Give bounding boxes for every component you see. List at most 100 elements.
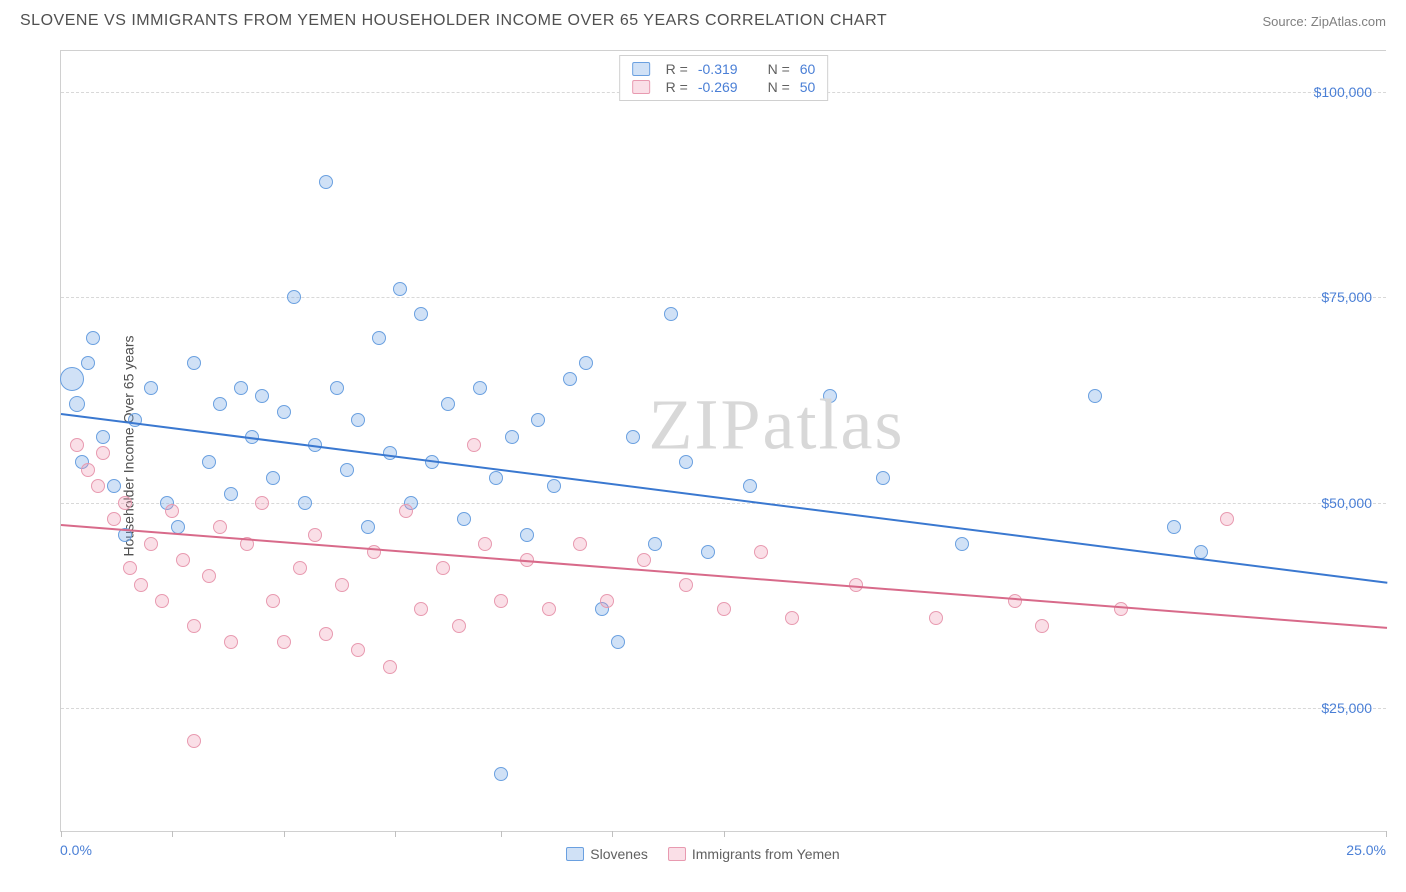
correlation-stats-box: R =-0.319N =60R =-0.269N =50 xyxy=(619,55,829,101)
data-point xyxy=(701,545,715,559)
data-point xyxy=(505,430,519,444)
data-point xyxy=(118,496,132,510)
x-tick-mark xyxy=(724,831,725,837)
data-point xyxy=(187,734,201,748)
data-point xyxy=(876,471,890,485)
data-point xyxy=(679,455,693,469)
data-point xyxy=(717,602,731,616)
legend-swatch xyxy=(566,847,584,861)
gridline xyxy=(61,708,1386,709)
data-point xyxy=(293,561,307,575)
data-point xyxy=(1088,389,1102,403)
x-tick-mark xyxy=(612,831,613,837)
data-point xyxy=(457,512,471,526)
data-point xyxy=(134,578,148,592)
data-point xyxy=(600,594,614,608)
data-point xyxy=(542,602,556,616)
r-label: R = xyxy=(666,61,688,77)
x-tick-mark xyxy=(501,831,502,837)
data-point xyxy=(1220,512,1234,526)
data-point xyxy=(277,405,291,419)
data-point xyxy=(743,479,757,493)
data-point xyxy=(383,660,397,674)
data-point xyxy=(955,537,969,551)
data-point xyxy=(266,594,280,608)
x-tick-mark xyxy=(61,831,62,837)
data-point xyxy=(107,512,121,526)
data-point xyxy=(234,381,248,395)
data-point xyxy=(81,463,95,477)
data-point xyxy=(563,372,577,386)
data-point xyxy=(351,413,365,427)
data-point xyxy=(176,553,190,567)
data-point xyxy=(414,307,428,321)
chart-header: SLOVENE VS IMMIGRANTS FROM YEMEN HOUSEHO… xyxy=(0,0,1406,38)
r-value: -0.319 xyxy=(698,61,738,77)
gridline xyxy=(61,297,1386,298)
data-point xyxy=(626,430,640,444)
data-point xyxy=(679,578,693,592)
data-point xyxy=(478,537,492,551)
legend-swatch xyxy=(632,62,650,76)
data-point xyxy=(1167,520,1181,534)
x-tick-mark xyxy=(172,831,173,837)
data-point xyxy=(393,282,407,296)
x-tick-mark xyxy=(284,831,285,837)
n-label: N = xyxy=(768,79,790,95)
data-point xyxy=(86,331,100,345)
n-label: N = xyxy=(768,61,790,77)
x-tick-mark xyxy=(395,831,396,837)
r-value: -0.269 xyxy=(698,79,738,95)
legend-label: Immigrants from Yemen xyxy=(692,846,840,862)
data-point xyxy=(255,496,269,510)
data-point xyxy=(187,619,201,633)
data-point xyxy=(298,496,312,510)
data-point xyxy=(96,430,110,444)
data-point xyxy=(96,446,110,460)
data-point xyxy=(128,413,142,427)
data-point xyxy=(123,561,137,575)
data-point xyxy=(319,175,333,189)
data-point xyxy=(467,438,481,452)
data-point xyxy=(399,504,413,518)
data-point xyxy=(335,578,349,592)
data-point xyxy=(754,545,768,559)
data-point xyxy=(224,487,238,501)
legend-item: Slovenes xyxy=(566,846,648,862)
legend-swatch xyxy=(632,80,650,94)
x-tick-mark xyxy=(1386,831,1387,837)
data-point xyxy=(266,471,280,485)
source-link[interactable]: ZipAtlas.com xyxy=(1311,14,1386,29)
data-point xyxy=(70,438,84,452)
data-point xyxy=(494,767,508,781)
data-point xyxy=(531,413,545,427)
data-point xyxy=(224,635,238,649)
data-point xyxy=(144,381,158,395)
data-point xyxy=(277,635,291,649)
data-point xyxy=(372,331,386,345)
data-point xyxy=(107,479,121,493)
data-point xyxy=(785,611,799,625)
data-point xyxy=(91,479,105,493)
data-point xyxy=(494,594,508,608)
data-point xyxy=(929,611,943,625)
data-point xyxy=(1035,619,1049,633)
legend-swatch xyxy=(668,847,686,861)
legend-label: Slovenes xyxy=(590,846,648,862)
data-point xyxy=(664,307,678,321)
chart-title: SLOVENE VS IMMIGRANTS FROM YEMEN HOUSEHO… xyxy=(20,12,887,30)
data-point xyxy=(489,471,503,485)
data-point xyxy=(547,479,561,493)
data-point xyxy=(202,569,216,583)
data-point xyxy=(308,528,322,542)
stats-row: R =-0.269N =50 xyxy=(632,78,816,96)
stats-row: R = -0.319 N = 60 xyxy=(632,60,816,78)
data-point xyxy=(1008,594,1022,608)
data-point xyxy=(69,396,85,412)
data-point xyxy=(340,463,354,477)
data-point xyxy=(637,553,651,567)
n-value: 60 xyxy=(800,61,816,77)
data-point xyxy=(155,594,169,608)
data-point xyxy=(213,520,227,534)
data-point xyxy=(441,397,455,411)
